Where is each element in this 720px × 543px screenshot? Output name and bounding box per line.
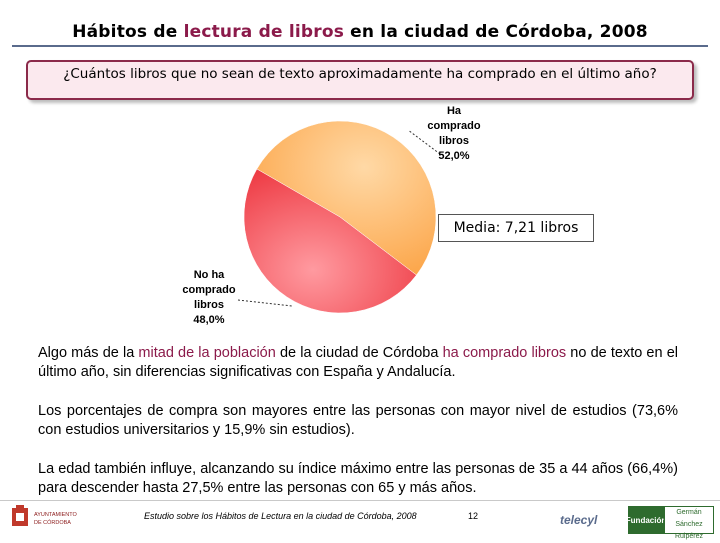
- label-not-bought-leader: [237, 299, 293, 307]
- p1-text-b: de la ciudad de Córdoba: [275, 345, 443, 361]
- label-bought: Ha comprado libros 52,0%: [427, 105, 480, 162]
- fundacion-logo-line-3: Sánchez Ruipérez: [674, 521, 703, 540]
- page-number: 12: [468, 511, 479, 521]
- page-title: Hábitos de lectura de libros en la ciuda…: [0, 22, 720, 42]
- paragraph-1: Algo más de la mitad de la población de …: [38, 344, 678, 382]
- fundacion-logo: Fundación Germán Sánchez Ruipérez: [626, 506, 714, 540]
- label-bought-line: libros: [439, 135, 469, 147]
- p1-highlight-b: ha comprado libros: [442, 345, 567, 361]
- footer-divider: [0, 500, 720, 501]
- logo-left-line-2: DE CÓRDOBA: [34, 519, 71, 526]
- label-bought-line: 52,0%: [438, 150, 469, 162]
- mean-annotation: Media: 7,21 libros: [438, 214, 594, 242]
- fundacion-logo-name: Germán Sánchez Ruipérez: [664, 506, 714, 540]
- title-underline: [12, 45, 708, 47]
- telecyl-logo: telecyl: [560, 513, 598, 527]
- label-bought-leader: [407, 129, 441, 155]
- label-bought-line: Ha: [447, 105, 462, 117]
- label-not-bought-line: 48,0%: [193, 314, 224, 326]
- label-bought-line: comprado: [427, 120, 480, 132]
- logo-left-line-1: AYUNTAMIENTO: [34, 512, 78, 518]
- label-not-bought-line: No ha: [194, 269, 225, 281]
- pie-slice-not-bought: [243, 168, 417, 314]
- paragraph-3: La edad también influye, alcanzando su í…: [38, 461, 678, 496]
- p1-text-c: no de texto en el último año, sin difere…: [38, 345, 678, 380]
- pie-chart: Ha comprado libros 52,0% No ha comprado libros…: [182, 105, 480, 326]
- title-part-1: Hábitos de: [72, 22, 184, 42]
- fundacion-logo-label: Fundación: [626, 506, 666, 534]
- footer-study-title: Estudio sobre los Hábitos de Lectura en …: [144, 511, 417, 521]
- ayuntamiento-logo: AYUNTAMIENTO DE CÓRDOBA: [12, 505, 78, 526]
- title-part-2-highlight: lectura de libros: [183, 22, 345, 42]
- label-not-bought: No ha comprado libros 48,0%: [182, 269, 235, 326]
- label-not-bought-line: comprado: [182, 284, 235, 296]
- paragraph-2: Los porcentajes de compra son mayores en…: [38, 403, 678, 438]
- pie-slice-bought: [256, 120, 437, 276]
- title-part-3: en la ciudad de Córdoba, 2008: [344, 22, 648, 42]
- fundacion-logo-line-2: Germán: [676, 509, 702, 516]
- question-box: ¿Cuántos libros que no sean de texto apr…: [26, 60, 694, 100]
- p1-highlight-a: mitad de la población: [138, 345, 276, 361]
- p1-text-a: Algo más de la: [38, 345, 139, 361]
- label-not-bought-line: libros: [194, 299, 224, 311]
